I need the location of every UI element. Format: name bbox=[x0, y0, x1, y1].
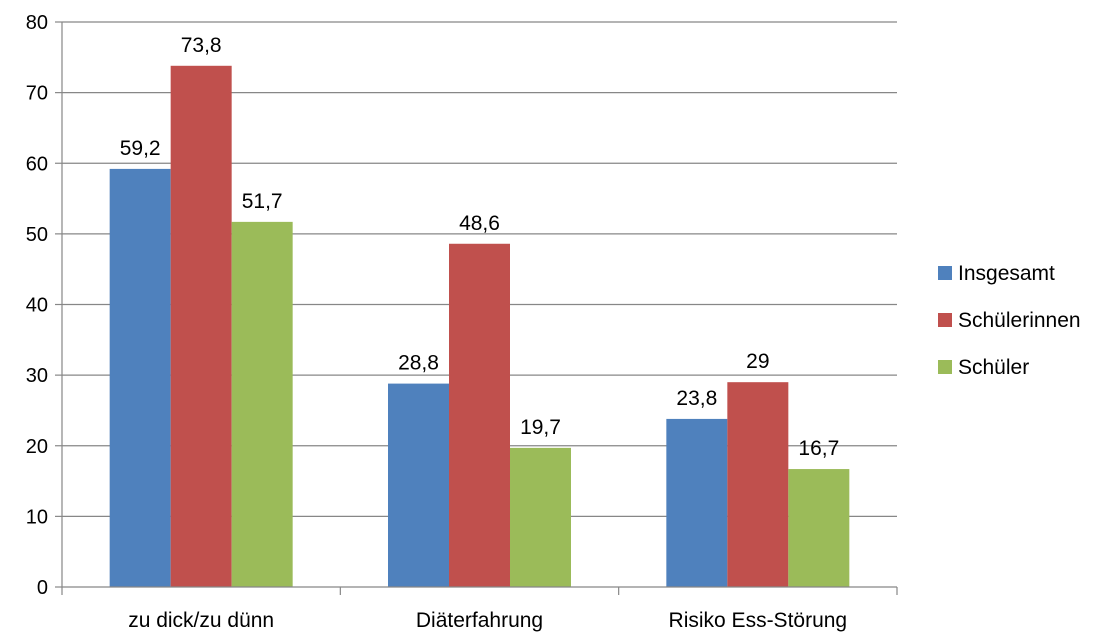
legend: Insgesamt Schülerinnen Schüler bbox=[938, 262, 1081, 379]
data-labels: 59,2 73,8 51,7 28,8 48,6 19,7 23,8 29 16,7 bbox=[120, 34, 840, 460]
x-category-label: zu dick/zu dünn bbox=[128, 609, 274, 632]
y-tick-label: 0 bbox=[37, 577, 48, 599]
x-category-label: Diäterfahrung bbox=[416, 609, 543, 632]
data-label: 73,8 bbox=[181, 34, 222, 57]
bars bbox=[109, 65, 850, 588]
data-label: 51,7 bbox=[242, 190, 283, 213]
y-tick-label: 30 bbox=[26, 365, 48, 387]
data-label: 19,7 bbox=[520, 416, 561, 439]
data-label: 23,8 bbox=[676, 387, 717, 410]
bar bbox=[170, 65, 232, 588]
legend-label: Schülerinnen bbox=[958, 309, 1081, 332]
y-tick-label: 40 bbox=[26, 295, 48, 317]
data-label: 29 bbox=[746, 350, 769, 373]
bar bbox=[109, 168, 171, 587]
bar bbox=[449, 243, 510, 587]
data-label: 59,2 bbox=[120, 137, 161, 160]
bar bbox=[666, 418, 728, 587]
bar bbox=[231, 221, 293, 587]
bar bbox=[727, 382, 789, 587]
legend-swatch bbox=[938, 266, 952, 280]
legend-swatch bbox=[938, 360, 952, 374]
x-category-label: Risiko Ess-Störung bbox=[669, 609, 848, 632]
legend-label: Schüler bbox=[958, 356, 1029, 379]
axes: 0 10 20 30 40 50 60 70 80 zu dick/zu dünn Diäterfa… bbox=[26, 12, 898, 632]
data-label: 28,8 bbox=[398, 352, 439, 375]
data-label: 16,7 bbox=[798, 437, 839, 460]
bar bbox=[510, 447, 571, 587]
bar bbox=[388, 383, 449, 587]
y-tick-label: 70 bbox=[26, 83, 48, 105]
legend-swatch bbox=[938, 313, 952, 327]
y-tick-label: 60 bbox=[26, 153, 48, 175]
bar bbox=[788, 469, 850, 587]
legend-label: Insgesamt bbox=[958, 262, 1055, 285]
y-tick-label: 20 bbox=[26, 436, 48, 458]
data-label: 48,6 bbox=[459, 212, 500, 235]
y-tick-label: 50 bbox=[26, 224, 48, 246]
y-tick-label: 10 bbox=[26, 506, 48, 528]
y-tick-label: 80 bbox=[26, 12, 48, 34]
